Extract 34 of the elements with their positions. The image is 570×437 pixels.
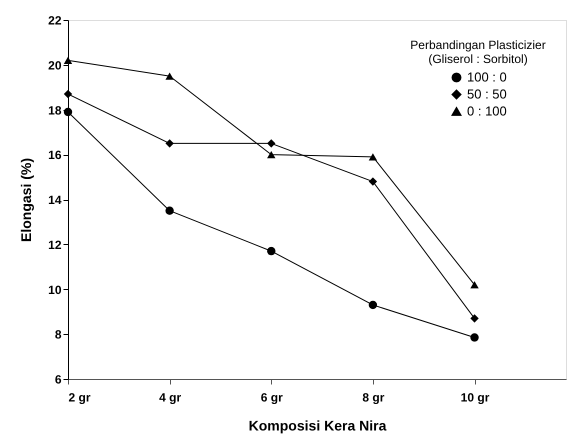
x-tick-label: 8 gr — [362, 390, 385, 404]
point — [165, 72, 174, 80]
point — [470, 314, 479, 323]
point — [165, 139, 174, 148]
y-tick-label: 20 — [48, 58, 62, 72]
y-tick-label: 10 — [48, 282, 62, 297]
x-tick-label: 6 gr — [260, 390, 284, 404]
y-tick-label: 6 — [54, 372, 62, 386]
point — [368, 153, 378, 160]
point — [267, 151, 276, 158]
y-tick-label: 16 — [48, 148, 62, 162]
point — [368, 177, 378, 186]
legend-label: 100 : 0 — [467, 70, 507, 84]
legend-title: Perbandingan Plasticizier (Gliserol : Sorbitol) — [410, 38, 546, 66]
x-tick-label: 4 gr — [159, 390, 182, 404]
y-tick-label: 12 — [48, 238, 62, 252]
point — [165, 206, 174, 215]
legend-label: 0 : 100 — [467, 104, 507, 118]
x-axis-title: Komposisi Kera Nira — [248, 418, 387, 434]
x-tick-label: 2 gr — [68, 390, 91, 404]
point — [64, 56, 72, 64]
point — [470, 281, 479, 288]
legend-label: 50 : 50 — [467, 86, 507, 102]
y-tick-label: 8 — [54, 328, 62, 342]
y-tick-label: 14 — [48, 193, 62, 207]
point — [267, 246, 276, 256]
y-tick-label: 18 — [48, 103, 62, 118]
point — [267, 139, 276, 148]
point — [64, 90, 72, 98]
point — [368, 300, 378, 310]
y-tick-label: 22 — [48, 14, 62, 28]
x-tick-label: 10 gr — [460, 390, 490, 404]
y-axis-title: Elongasi (%) — [18, 158, 34, 242]
point — [470, 333, 479, 342]
